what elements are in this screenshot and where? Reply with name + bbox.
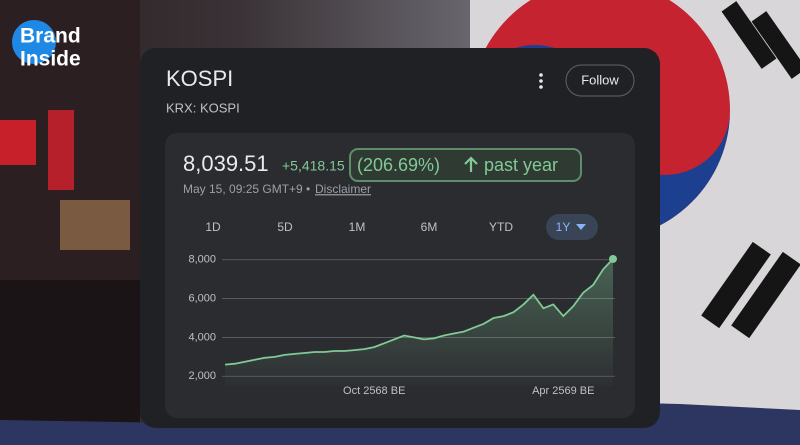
y-tick-label: 6,000	[188, 292, 216, 304]
range-button[interactable]: 6M	[421, 220, 438, 234]
y-tick-label: 8,000	[188, 254, 216, 266]
dropdown-caret	[576, 224, 586, 230]
range-button[interactable]: 1D	[205, 220, 221, 234]
end-point	[609, 254, 617, 263]
change: +5,418.15	[282, 158, 345, 174]
range-selected[interactable]	[546, 214, 598, 240]
range-button[interactable]: 5D	[277, 220, 293, 234]
exchange: KRX: KOSPI	[166, 100, 240, 115]
x-tick-label: Apr 2569 BE	[532, 385, 594, 397]
percent-change: (206.69%)	[357, 155, 440, 175]
flag-trigram	[701, 1, 800, 339]
logo-text: Brand	[20, 25, 81, 48]
logo-text: Inside	[20, 48, 81, 71]
timestamp: May 15, 09:25 GMT+9 •	[183, 182, 310, 196]
y-tick-label: 4,000	[188, 331, 216, 343]
logo-badge	[12, 20, 56, 64]
x-tick-label: Oct 2568 BE	[343, 385, 405, 397]
shop-sign	[48, 110, 74, 190]
ticker-title: KOSPI	[166, 66, 233, 91]
range-button[interactable]: 1Y	[556, 220, 571, 234]
area	[225, 258, 613, 386]
price: 8,039.51	[183, 151, 269, 176]
crowd	[0, 280, 140, 445]
follow-button[interactable]	[565, 64, 635, 97]
shop-sign	[0, 120, 36, 165]
follow-label[interactable]: Follow	[581, 72, 619, 87]
disclaimer-link[interactable]: Disclaimer	[315, 182, 371, 196]
shop-sign	[60, 200, 130, 250]
period: past year	[484, 155, 558, 175]
up-arrow	[464, 156, 478, 172]
range-button[interactable]: YTD	[489, 220, 513, 234]
y-tick-label: 2,000	[188, 370, 216, 382]
line	[224, 258, 614, 366]
menu-button[interactable]	[539, 73, 543, 89]
highlight-box	[349, 148, 582, 182]
range-button[interactable]: 1M	[349, 220, 366, 234]
